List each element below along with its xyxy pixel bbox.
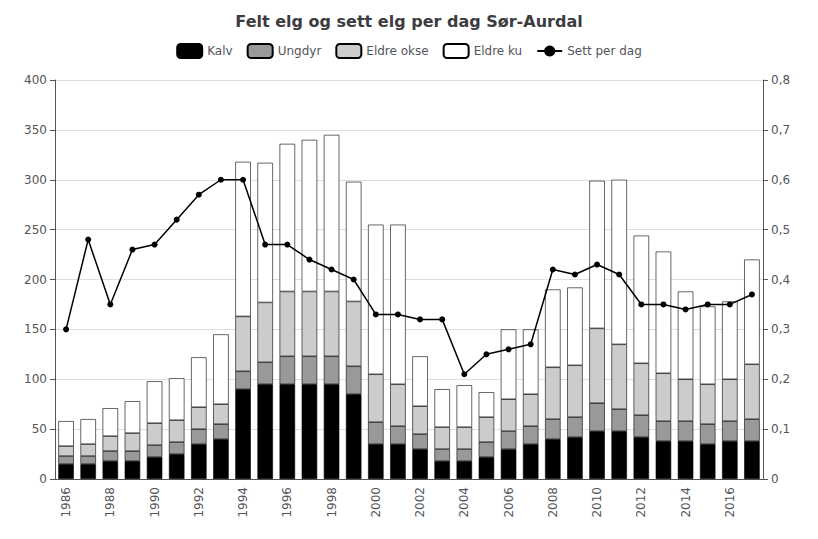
svg-text:Ungdyr: Ungdyr bbox=[278, 44, 322, 58]
svg-text:Felt elg og sett elg per dag S: Felt elg og sett elg per dag Sør-Aurdal bbox=[235, 12, 582, 31]
svg-text:250: 250 bbox=[24, 223, 47, 237]
svg-text:2004: 2004 bbox=[457, 487, 471, 518]
svg-text:150: 150 bbox=[24, 322, 47, 336]
svg-text:2002: 2002 bbox=[413, 487, 427, 518]
svg-text:2010: 2010 bbox=[590, 487, 604, 518]
svg-text:0,3: 0,3 bbox=[771, 322, 790, 336]
svg-text:0: 0 bbox=[39, 472, 47, 486]
svg-text:300: 300 bbox=[24, 173, 47, 187]
svg-text:0,5: 0,5 bbox=[771, 223, 790, 237]
svg-text:50: 50 bbox=[32, 422, 47, 436]
svg-text:Sett per dag: Sett per dag bbox=[567, 44, 642, 58]
svg-text:Eldre okse: Eldre okse bbox=[366, 44, 428, 58]
svg-text:0,2: 0,2 bbox=[771, 372, 790, 386]
svg-text:0,6: 0,6 bbox=[771, 173, 790, 187]
svg-text:1994: 1994 bbox=[236, 487, 250, 518]
svg-text:2008: 2008 bbox=[546, 487, 560, 518]
svg-text:0,1: 0,1 bbox=[771, 422, 790, 436]
svg-text:350: 350 bbox=[24, 123, 47, 137]
svg-text:1990: 1990 bbox=[148, 487, 162, 518]
svg-text:100: 100 bbox=[24, 372, 47, 386]
svg-text:400: 400 bbox=[24, 73, 47, 87]
svg-text:200: 200 bbox=[24, 273, 47, 287]
svg-text:1996: 1996 bbox=[280, 487, 294, 518]
svg-text:0,8: 0,8 bbox=[771, 73, 790, 87]
svg-text:0,4: 0,4 bbox=[771, 273, 790, 287]
svg-text:1992: 1992 bbox=[192, 487, 206, 518]
svg-text:2000: 2000 bbox=[369, 487, 383, 518]
svg-text:0,7: 0,7 bbox=[771, 123, 790, 137]
svg-text:1988: 1988 bbox=[103, 487, 117, 518]
svg-text:0: 0 bbox=[771, 472, 779, 486]
svg-text:Kalv: Kalv bbox=[207, 44, 232, 58]
svg-text:2016: 2016 bbox=[723, 487, 737, 518]
svg-text:2012: 2012 bbox=[634, 487, 648, 518]
svg-text:Eldre ku: Eldre ku bbox=[474, 44, 523, 58]
svg-text:1986: 1986 bbox=[59, 487, 73, 518]
svg-text:2014: 2014 bbox=[679, 487, 693, 518]
svg-text:2006: 2006 bbox=[502, 487, 516, 518]
svg-text:1998: 1998 bbox=[325, 487, 339, 518]
